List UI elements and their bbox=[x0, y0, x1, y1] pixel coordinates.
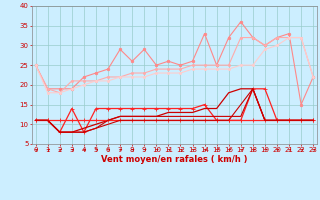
X-axis label: Vent moyen/en rafales ( km/h ): Vent moyen/en rafales ( km/h ) bbox=[101, 155, 248, 164]
